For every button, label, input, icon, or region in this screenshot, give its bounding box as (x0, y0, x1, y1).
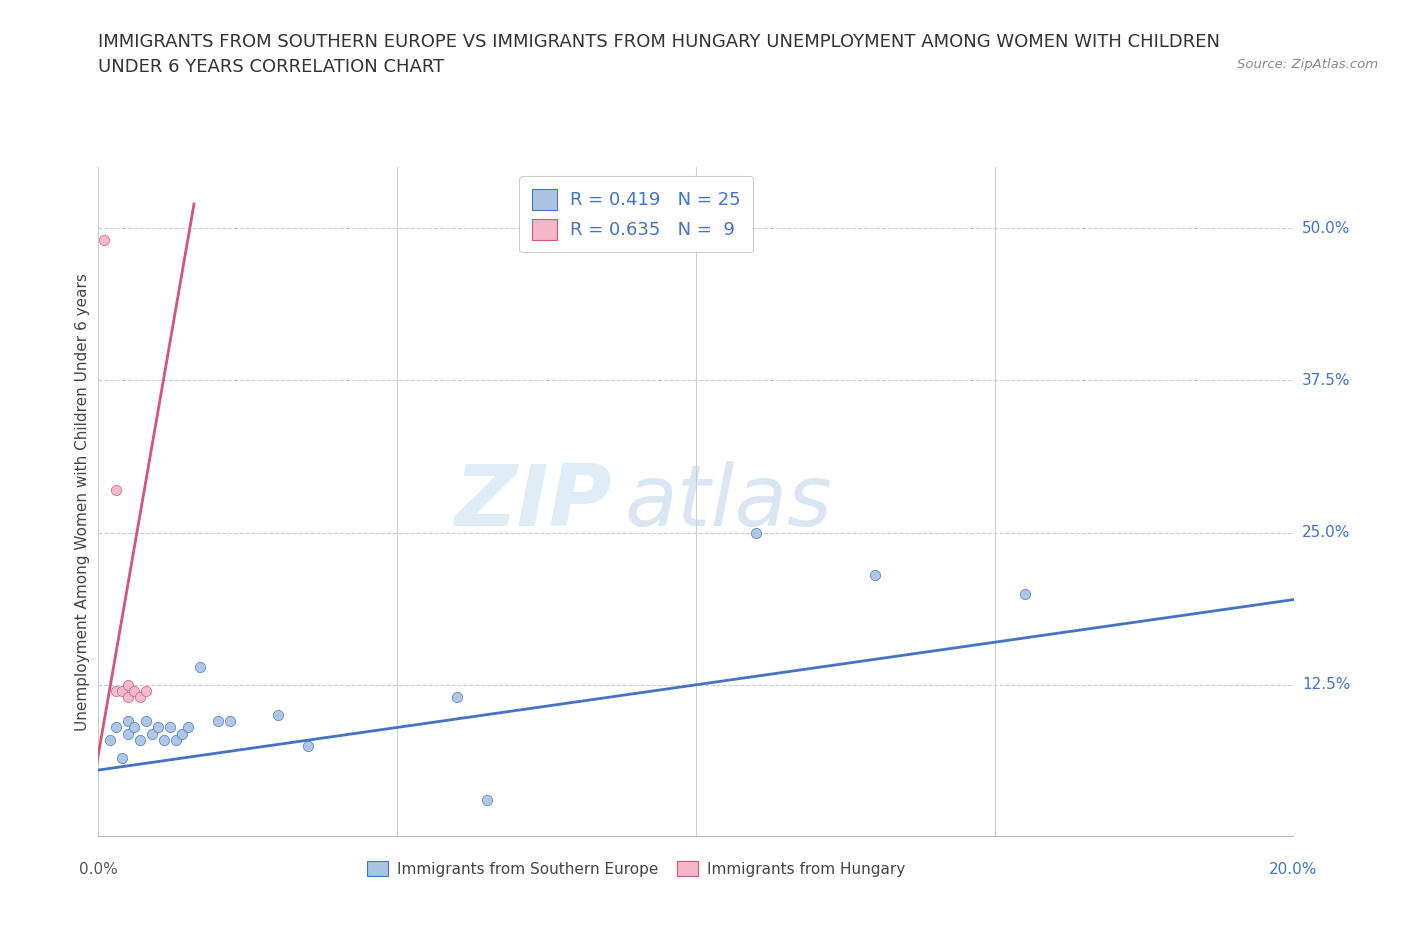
Point (129, 689, 152, 704)
Point (135, 714, 157, 729)
Point (93, 233, 115, 248)
Point (177, 720, 200, 735)
Point (475, 793, 498, 808)
Point (1014, 586, 1036, 601)
Point (105, 684, 128, 698)
Point (865, 568, 887, 583)
Point (207, 714, 229, 729)
Point (135, 684, 157, 698)
Point (446, 689, 468, 704)
Text: 0.0%: 0.0% (79, 862, 118, 877)
Point (117, 677, 139, 692)
Text: 25.0%: 25.0% (1302, 525, 1350, 540)
Point (172, 726, 194, 741)
Text: Source: ZipAtlas.com: Source: ZipAtlas.com (1237, 58, 1378, 71)
Point (188, 659, 211, 674)
Point (297, 738, 319, 753)
Point (117, 689, 139, 704)
Text: 20.0%: 20.0% (1270, 862, 1317, 877)
Point (124, 684, 146, 698)
Point (117, 726, 139, 741)
Point (117, 714, 139, 729)
Legend: Immigrants from Southern Europe, Immigrants from Hungary: Immigrants from Southern Europe, Immigra… (360, 855, 912, 883)
Point (148, 720, 170, 735)
Point (111, 751, 134, 765)
Text: ZIP: ZIP (454, 460, 612, 544)
Text: atlas: atlas (624, 460, 832, 544)
Text: 50.0%: 50.0% (1302, 220, 1350, 236)
Point (105, 720, 128, 735)
Point (124, 720, 146, 735)
Text: IMMIGRANTS FROM SOUTHERN EUROPE VS IMMIGRANTS FROM HUNGARY UNEMPLOYMENT AMONG WO: IMMIGRANTS FROM SOUTHERN EUROPE VS IMMIG… (98, 33, 1220, 50)
Text: 37.5%: 37.5% (1302, 373, 1350, 388)
Point (153, 732, 176, 747)
Text: 12.5%: 12.5% (1302, 677, 1350, 692)
Point (141, 726, 163, 741)
Point (165, 732, 187, 747)
Y-axis label: Unemployment Among Women with Children Under 6 years: Unemployment Among Women with Children U… (75, 273, 90, 731)
Point (111, 684, 134, 698)
Text: UNDER 6 YEARS CORRELATION CHART: UNDER 6 YEARS CORRELATION CHART (98, 58, 444, 75)
Point (159, 720, 181, 735)
Point (219, 714, 242, 729)
Point (267, 708, 290, 723)
Point (98, 732, 122, 747)
Point (129, 732, 152, 747)
Point (745, 525, 768, 540)
Point (105, 483, 128, 498)
